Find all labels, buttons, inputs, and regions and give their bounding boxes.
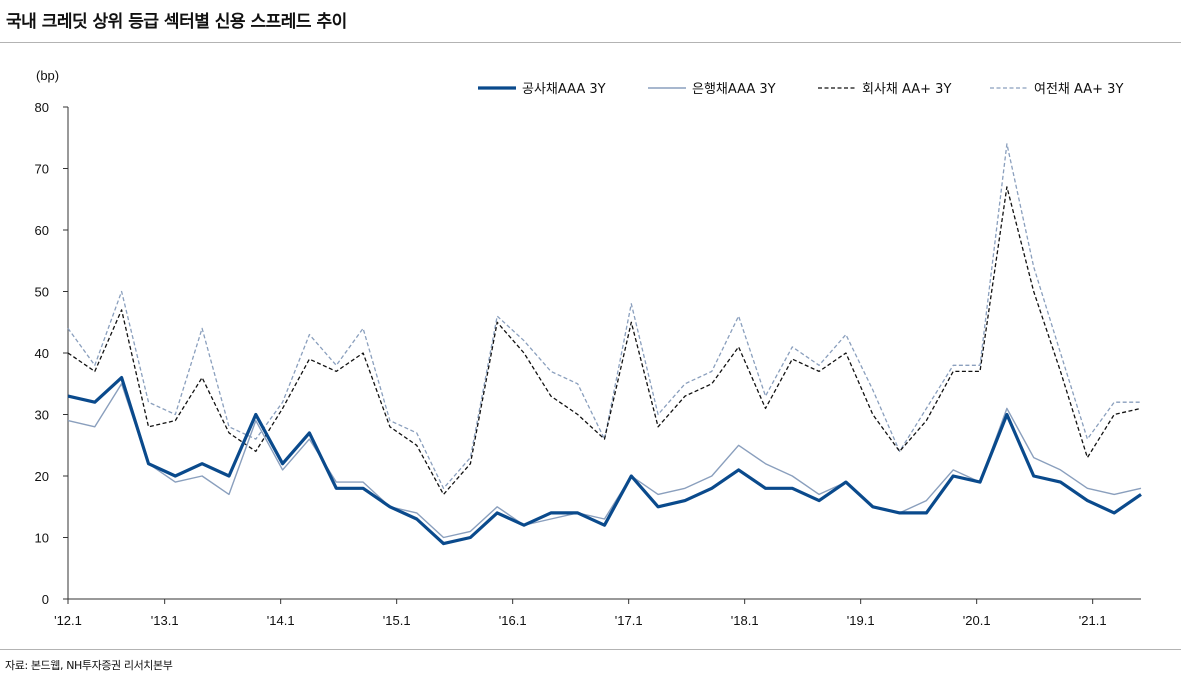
y-tick-label: 0 — [42, 592, 49, 607]
x-tick-label: '20.1 — [963, 613, 991, 628]
x-tick-label: '17.1 — [615, 613, 643, 628]
y-tick-label: 30 — [35, 408, 49, 423]
source-note: 자료: 본드웹, NH투자증권 리서치본부 — [5, 659, 173, 672]
y-tick-label: 80 — [35, 100, 49, 115]
legend-label-3: 회사채 AA+ 3Y — [862, 82, 951, 97]
series-layer — [67, 143, 1142, 546]
x-tick-label: '16.1 — [499, 613, 527, 628]
legend: 공사채AAA 3Y 은행채AAA 3Y 회사채 AA+ 3Y 여전채 AA+ 3Y — [478, 81, 1123, 97]
y-axis: 0 10 20 30 40 50 60 70 80 (bp) — [35, 68, 69, 607]
footer-divider — [0, 649, 1181, 650]
y-tick-label: 60 — [35, 223, 49, 238]
series-line-2 — [67, 383, 1142, 539]
series-line-3 — [67, 186, 1142, 496]
legend-label-1: 공사채AAA 3Y — [522, 82, 606, 97]
x-tick-label: '13.1 — [151, 613, 179, 628]
x-axis: '12.1 '13.1 '14.1 '15.1 '16.1 '17.1 '18.1 '19.1… — [54, 598, 1141, 628]
legend-label-4: 여전채 AA+ 3Y — [1034, 82, 1123, 97]
x-tick-label: '15.1 — [383, 613, 411, 628]
page-title: 국내 크레딧 상위 등급 섹터별 신용 스프레드 추이 — [6, 12, 347, 32]
legend-label-2: 은행채AAA 3Y — [692, 81, 776, 97]
y-tick-label: 20 — [35, 469, 49, 484]
x-tick-label: '19.1 — [847, 613, 875, 628]
series-line-1 — [67, 376, 1142, 546]
series-line-4 — [67, 143, 1141, 489]
y-tick-label: 40 — [35, 346, 49, 361]
x-tick-label: '12.1 — [54, 613, 82, 628]
y-tick-label: 10 — [35, 531, 49, 546]
y-tick-label: 70 — [35, 162, 49, 177]
y-axis-unit-label: (bp) — [36, 68, 59, 83]
x-tick-label: '18.1 — [731, 613, 759, 628]
x-tick-label: '21.1 — [1079, 613, 1107, 628]
x-tick-label: '14.1 — [267, 613, 295, 628]
title-divider — [0, 42, 1181, 43]
y-tick-label: 50 — [35, 285, 49, 300]
